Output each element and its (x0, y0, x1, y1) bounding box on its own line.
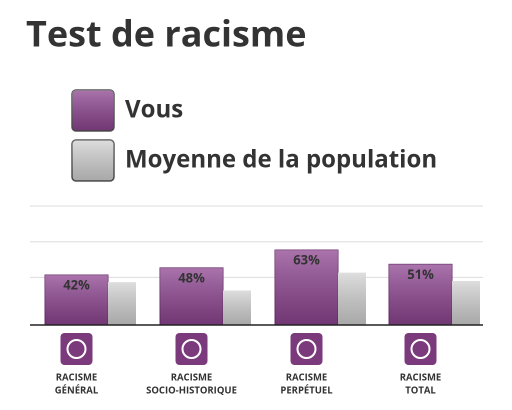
bar-shade (275, 250, 338, 325)
category-icon-glyph (66, 339, 87, 359)
x-tick-label: RACISME (56, 371, 98, 384)
x-tick-label: SOCIO-HISTORIQUE (146, 384, 237, 397)
bar-shade (223, 290, 251, 325)
x-tick-label: RACISME (286, 371, 328, 384)
x-tick-label: RACISME (400, 371, 442, 384)
x-tick-label: TOTAL (405, 384, 436, 397)
value-label: 48% (178, 268, 205, 286)
bar-shade (389, 264, 452, 325)
legend-swatch-shade (72, 90, 114, 131)
x-tick-label: GÉNÉRAL (55, 384, 99, 397)
category-icon-glyph (181, 339, 202, 359)
bar-shade (338, 272, 366, 325)
x-tick-label: PERPÉTUEL (280, 384, 333, 397)
category-icon (404, 333, 437, 365)
category-icon (290, 333, 323, 365)
x-tick-label: RACISME (171, 371, 213, 384)
legend-label: Vous (125, 92, 183, 125)
bar-shade (45, 275, 108, 325)
category-icon-glyph (296, 339, 317, 359)
chart-title: Test de racisme (26, 9, 307, 58)
legend-swatch-shade (72, 140, 114, 181)
category-icon (175, 333, 208, 365)
category-icon (60, 333, 93, 365)
legend-label: Moyenne de la population (125, 142, 437, 175)
bar-shade (108, 282, 136, 325)
bar-shade (160, 267, 223, 325)
bar-shade (452, 280, 480, 325)
category-icon-glyph (410, 339, 431, 359)
value-label: 42% (63, 276, 90, 294)
value-label: 51% (407, 265, 434, 283)
value-label: 63% (293, 251, 320, 269)
